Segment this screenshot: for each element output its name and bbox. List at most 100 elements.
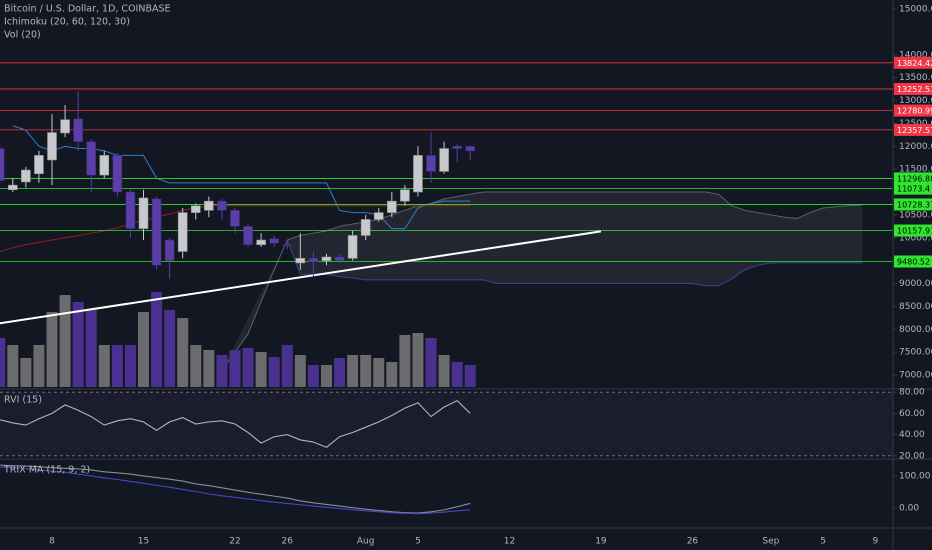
candle-body [60,119,70,134]
volume-bar [294,355,306,387]
indicator-label: Vol (20) [4,30,41,41]
x-tick-label: 26 [282,537,294,547]
band-fill [0,392,893,456]
volume-bar [20,358,32,387]
candle-body [112,155,123,193]
candle-body [360,219,371,236]
candle-body [387,200,397,213]
x-tick-label: Aug [357,537,375,547]
volume-bar [124,345,136,387]
price-badge [894,104,932,117]
volume-bar [412,333,424,387]
price-badge-label: 12780.99 [897,107,932,116]
indicator-line [0,400,471,448]
y-tick-label: 14000.00 [899,50,932,60]
candle-body [190,205,201,213]
candle-body [321,256,332,261]
candle-body [47,132,57,161]
x-tick-label: 5 [415,537,421,547]
y-tick-label: 10000.00 [899,233,932,243]
volume-bar [320,365,332,387]
price-badge-label: 11073.4 [897,185,930,194]
volume-bar [0,338,6,387]
volume-bar [281,345,293,387]
volume-bar [33,345,45,387]
price-badge-label: 12357.57 [897,126,932,135]
volume-bar [464,365,476,387]
volume-bar [399,335,411,387]
x-tick-label: 19 [595,537,607,547]
candle-body [34,155,44,175]
candle-body [465,145,476,152]
pane-title: TRIX MA (15, 9, 2) [3,465,90,476]
volume-bar [85,310,97,387]
volume-bar [216,355,228,387]
y-tick-label: 7000.00 [899,371,932,381]
candle-body [282,244,293,246]
candle-body [125,191,136,229]
candle-body [243,226,253,245]
trend-line [0,230,602,325]
volume-bar [438,355,450,387]
volume-bar [151,292,163,387]
y-tick-label: 10500.00 [899,210,932,220]
candle-body [99,155,110,176]
pane-title: RVI (15) [4,395,42,406]
price-badge-label: 13824.42 [897,59,932,68]
indicator-label: Ichimoku (20, 60, 120, 30) [4,17,130,28]
volume-bar [137,312,149,387]
y-tick-label: 60.00 [899,409,925,419]
candle-body [164,239,175,261]
volume-bar [59,295,71,387]
volume-bar [190,345,202,387]
candle-body [347,235,358,259]
volume-bar [255,352,267,387]
price-badge [894,56,932,69]
price-badge [894,182,932,195]
candle-body [138,197,149,229]
x-tick-label: 9 [873,537,879,547]
volume-bar [242,348,254,387]
y-tick-label: 12000.00 [899,142,932,152]
price-badge-label: 10728.37 [897,200,932,209]
volume-bar [347,355,359,387]
y-tick-label: 15000.00 [899,5,932,15]
volume-bar [7,345,19,387]
indicator-line [0,464,471,514]
y-tick-label: 12500.00 [899,119,932,129]
x-tick-label: Sep [762,537,779,547]
x-tick-label: 5 [820,537,826,547]
volume-bar [307,365,319,387]
x-tick-label: 26 [687,537,699,547]
candle-body [269,238,279,244]
price-badge [894,123,932,136]
candle-body [73,118,83,142]
y-tick-label: 7500.00 [899,348,932,358]
price-badge-label: 13252.51 [897,85,932,94]
plot-area [0,62,893,515]
volume-bar [334,358,346,387]
candle-body [373,212,384,220]
volume-bar [46,312,58,387]
x-tick-label: 12 [504,537,515,547]
candle-body [295,258,306,264]
price-badge-label: 11296.88 [897,174,932,183]
volume-bar [98,345,110,387]
y-tick-label: 9000.00 [899,279,932,289]
candle-body [439,148,449,172]
candle-body [204,200,214,211]
volume-bar [386,362,398,387]
y-tick-label: 100.00 [899,471,931,481]
cloud-fill [221,192,863,371]
price-badge-label: 9480.52 [897,258,930,267]
y-tick-label: 40.00 [899,430,925,440]
candle-body [452,145,462,149]
volume-bar [177,318,189,387]
volume-bar [360,355,372,387]
candle-body [21,169,31,183]
candle-body [0,148,5,181]
y-tick-label: 13000.00 [899,96,932,106]
x-tick-label: 8 [49,537,55,547]
y-tick-label: 0.00 [899,503,919,513]
